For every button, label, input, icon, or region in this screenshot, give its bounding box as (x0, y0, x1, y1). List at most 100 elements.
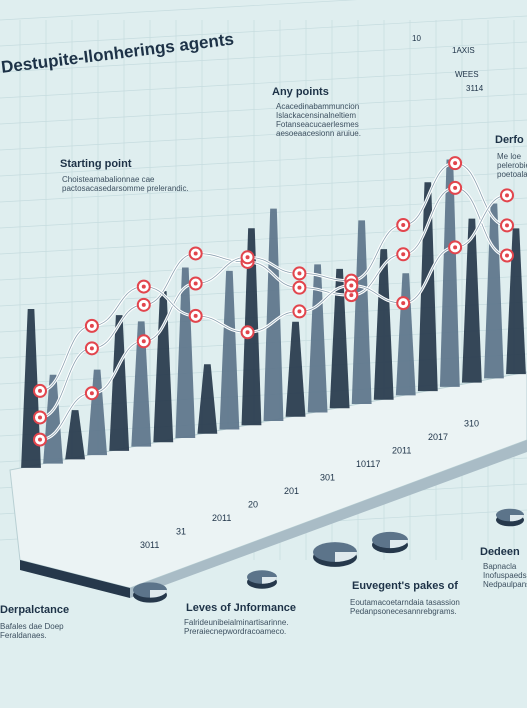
x-tick-label: 31 (176, 527, 186, 537)
data-point-center (505, 193, 509, 198)
bar (197, 364, 218, 434)
bar (109, 315, 130, 451)
series-line-edge (39, 194, 508, 392)
data-point-center (38, 415, 42, 420)
bar (65, 410, 86, 460)
annotation-title: Any points (272, 86, 329, 98)
bar (21, 308, 41, 468)
bar (285, 321, 306, 417)
data-point-center (89, 391, 94, 396)
data-point-center (141, 302, 146, 307)
data-point-center (141, 284, 146, 289)
data-point-center (38, 388, 42, 393)
data-point-center (89, 346, 94, 351)
data-point-center (453, 245, 458, 250)
data-point-center (401, 301, 406, 306)
chart-floor (9, 371, 527, 598)
grid-line (0, 0, 358, 21)
legend-item: WEES (455, 70, 479, 79)
grid-line (0, 197, 527, 229)
x-tick-label: 2011 (212, 513, 231, 523)
annotation-title: Starting point (60, 158, 132, 170)
data-point-center (193, 281, 198, 286)
bar (87, 369, 108, 456)
data-point-center (505, 253, 509, 258)
annotation-text: Me loe pelerobie poetoaladiers (497, 152, 527, 179)
bar (329, 268, 350, 409)
grid-line (0, 15, 527, 47)
y-tick-label: 10 (412, 34, 421, 43)
grid-line (0, 223, 527, 255)
bar (351, 220, 372, 404)
series-line-edge (39, 187, 508, 418)
annotation-text: Choisteamabalionnae cae pactosacasedarso… (62, 175, 189, 193)
floor-edge (20, 560, 130, 598)
legend-item: 3114 (466, 84, 484, 93)
data-point-center (349, 283, 354, 288)
data-point-center (505, 223, 509, 228)
data-point-center (38, 437, 42, 442)
bar (307, 264, 328, 413)
data-point-center (453, 185, 458, 190)
annotation-text: Acacedinabammuncion Islackacensinalnelti… (276, 102, 361, 138)
pie-decor-slice (335, 552, 357, 562)
x-tick-label: 20 (248, 500, 258, 510)
annotation-title: Derpalctance (0, 604, 70, 616)
data-point-center (193, 313, 198, 318)
data-point-center (89, 323, 94, 328)
pie-decor-slice (262, 577, 277, 584)
data-point-center (141, 339, 146, 344)
bar (153, 291, 174, 443)
data-point-center (297, 309, 302, 314)
bar (131, 321, 152, 447)
bar (461, 218, 482, 383)
data-point-center (297, 271, 302, 276)
data-point-center (453, 161, 458, 166)
grid-line (0, 275, 527, 307)
bar (219, 270, 240, 430)
data-point-center (401, 222, 406, 227)
x-tick-label: 201 (284, 486, 299, 496)
chart-lines (39, 161, 508, 442)
data-point-center (401, 252, 406, 257)
bar (373, 249, 394, 400)
annotation-text: Falrideunibeialminartisarinne. Preraiecn… (184, 618, 289, 636)
bar (439, 159, 460, 387)
annotation-title: Dedeen (480, 546, 520, 558)
data-point-center (245, 330, 250, 335)
chart-tick-labels: 3011 31 2011 20 201 301 10117 2011 2017 310 (140, 419, 479, 551)
x-tick-label: 2011 (392, 446, 411, 456)
legend-item: 1AXIS (452, 46, 475, 55)
annotation-text: Bapnacla Inofuspaeds Nedpaulpansca (483, 562, 527, 589)
annotation-title: Leves of Jnformance (186, 602, 297, 614)
bar (43, 374, 63, 464)
grid-line (0, 119, 527, 151)
grid-line (0, 379, 527, 411)
grid-line (0, 93, 527, 125)
x-tick-label: 301 (320, 473, 335, 483)
chart-pie-decor (133, 508, 524, 603)
grid-line (0, 145, 527, 177)
bar (484, 203, 504, 379)
bar (263, 208, 284, 421)
x-tick-label: 3011 (140, 540, 159, 550)
x-tick-label: 2017 (428, 432, 448, 442)
annotation-text: Bafales dae Doep Feraldanaes. (0, 622, 64, 640)
data-point-center (297, 285, 302, 290)
chart-markers (33, 156, 514, 447)
grid-line (0, 171, 527, 203)
grid-line (0, 353, 527, 385)
annotation-text: Eoutamacoetarndaia tasassion Pedanpsonec… (350, 598, 460, 616)
pie-decor-slice (150, 590, 167, 598)
annotation-title: Derfo (495, 134, 524, 146)
data-point-center (245, 255, 250, 260)
series-line-edge (39, 162, 508, 440)
annotation-title: Euvegent's pakes of (352, 580, 458, 592)
x-tick-label: 310 (464, 419, 479, 429)
floor-edge (130, 440, 527, 598)
bar (506, 228, 526, 375)
pie-decor-slice (390, 540, 408, 549)
chart-bars (21, 159, 526, 468)
